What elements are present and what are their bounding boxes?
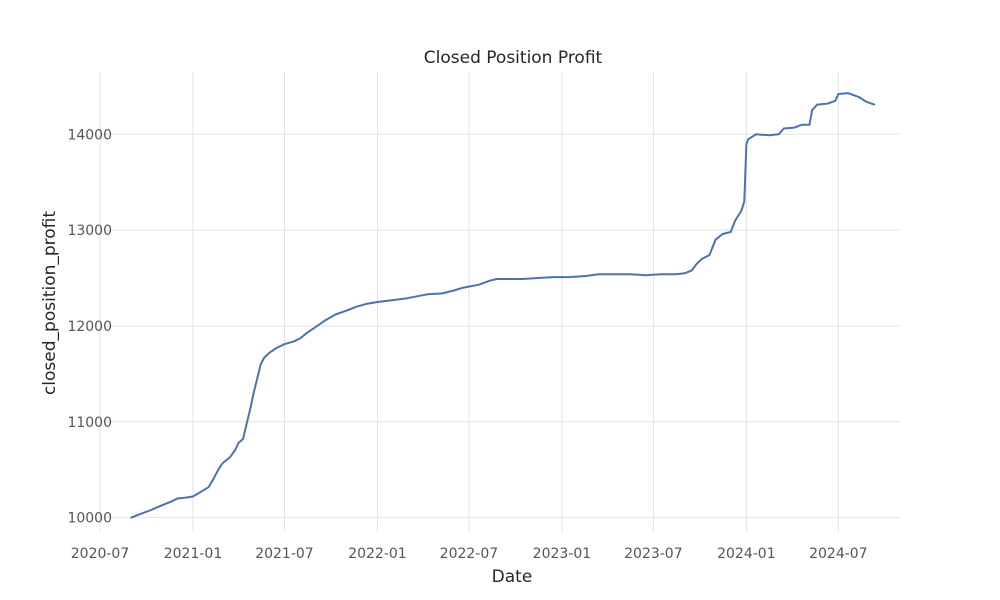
- x-tick-label: 2023-07: [624, 546, 683, 562]
- x-tick-label: 2024-01: [717, 546, 776, 562]
- x-tick-label: 2021-07: [255, 546, 314, 562]
- x-tick-label: 2021-01: [164, 546, 223, 562]
- y-axis-label: closed_position_profit: [40, 211, 60, 395]
- x-tick-label: 2024-07: [809, 546, 868, 562]
- y-tick-labels: 10000 11000 12000 13000 14000: [67, 127, 112, 526]
- x-tick-label: 2023-01: [533, 546, 592, 562]
- x-tick-label: 2020-07: [71, 546, 130, 562]
- chart-title: Closed Position Profit: [424, 48, 603, 68]
- x-axis-label: Date: [492, 567, 533, 587]
- y-tick-label: 12000: [67, 319, 112, 335]
- y-tick-label: 14000: [67, 127, 112, 143]
- y-tick-label: 10000: [67, 511, 112, 527]
- x-tick-label: 2022-07: [440, 546, 499, 562]
- y-tick-label: 11000: [67, 415, 112, 431]
- y-tick-label: 13000: [67, 223, 112, 239]
- x-tick-labels: 2020-07 2021-01 2021-07 2022-01 2022-07 2023-…: [71, 546, 868, 562]
- series-line-closed-position-profit: [130, 92, 876, 519]
- x-tick-label: 2022-01: [348, 546, 407, 562]
